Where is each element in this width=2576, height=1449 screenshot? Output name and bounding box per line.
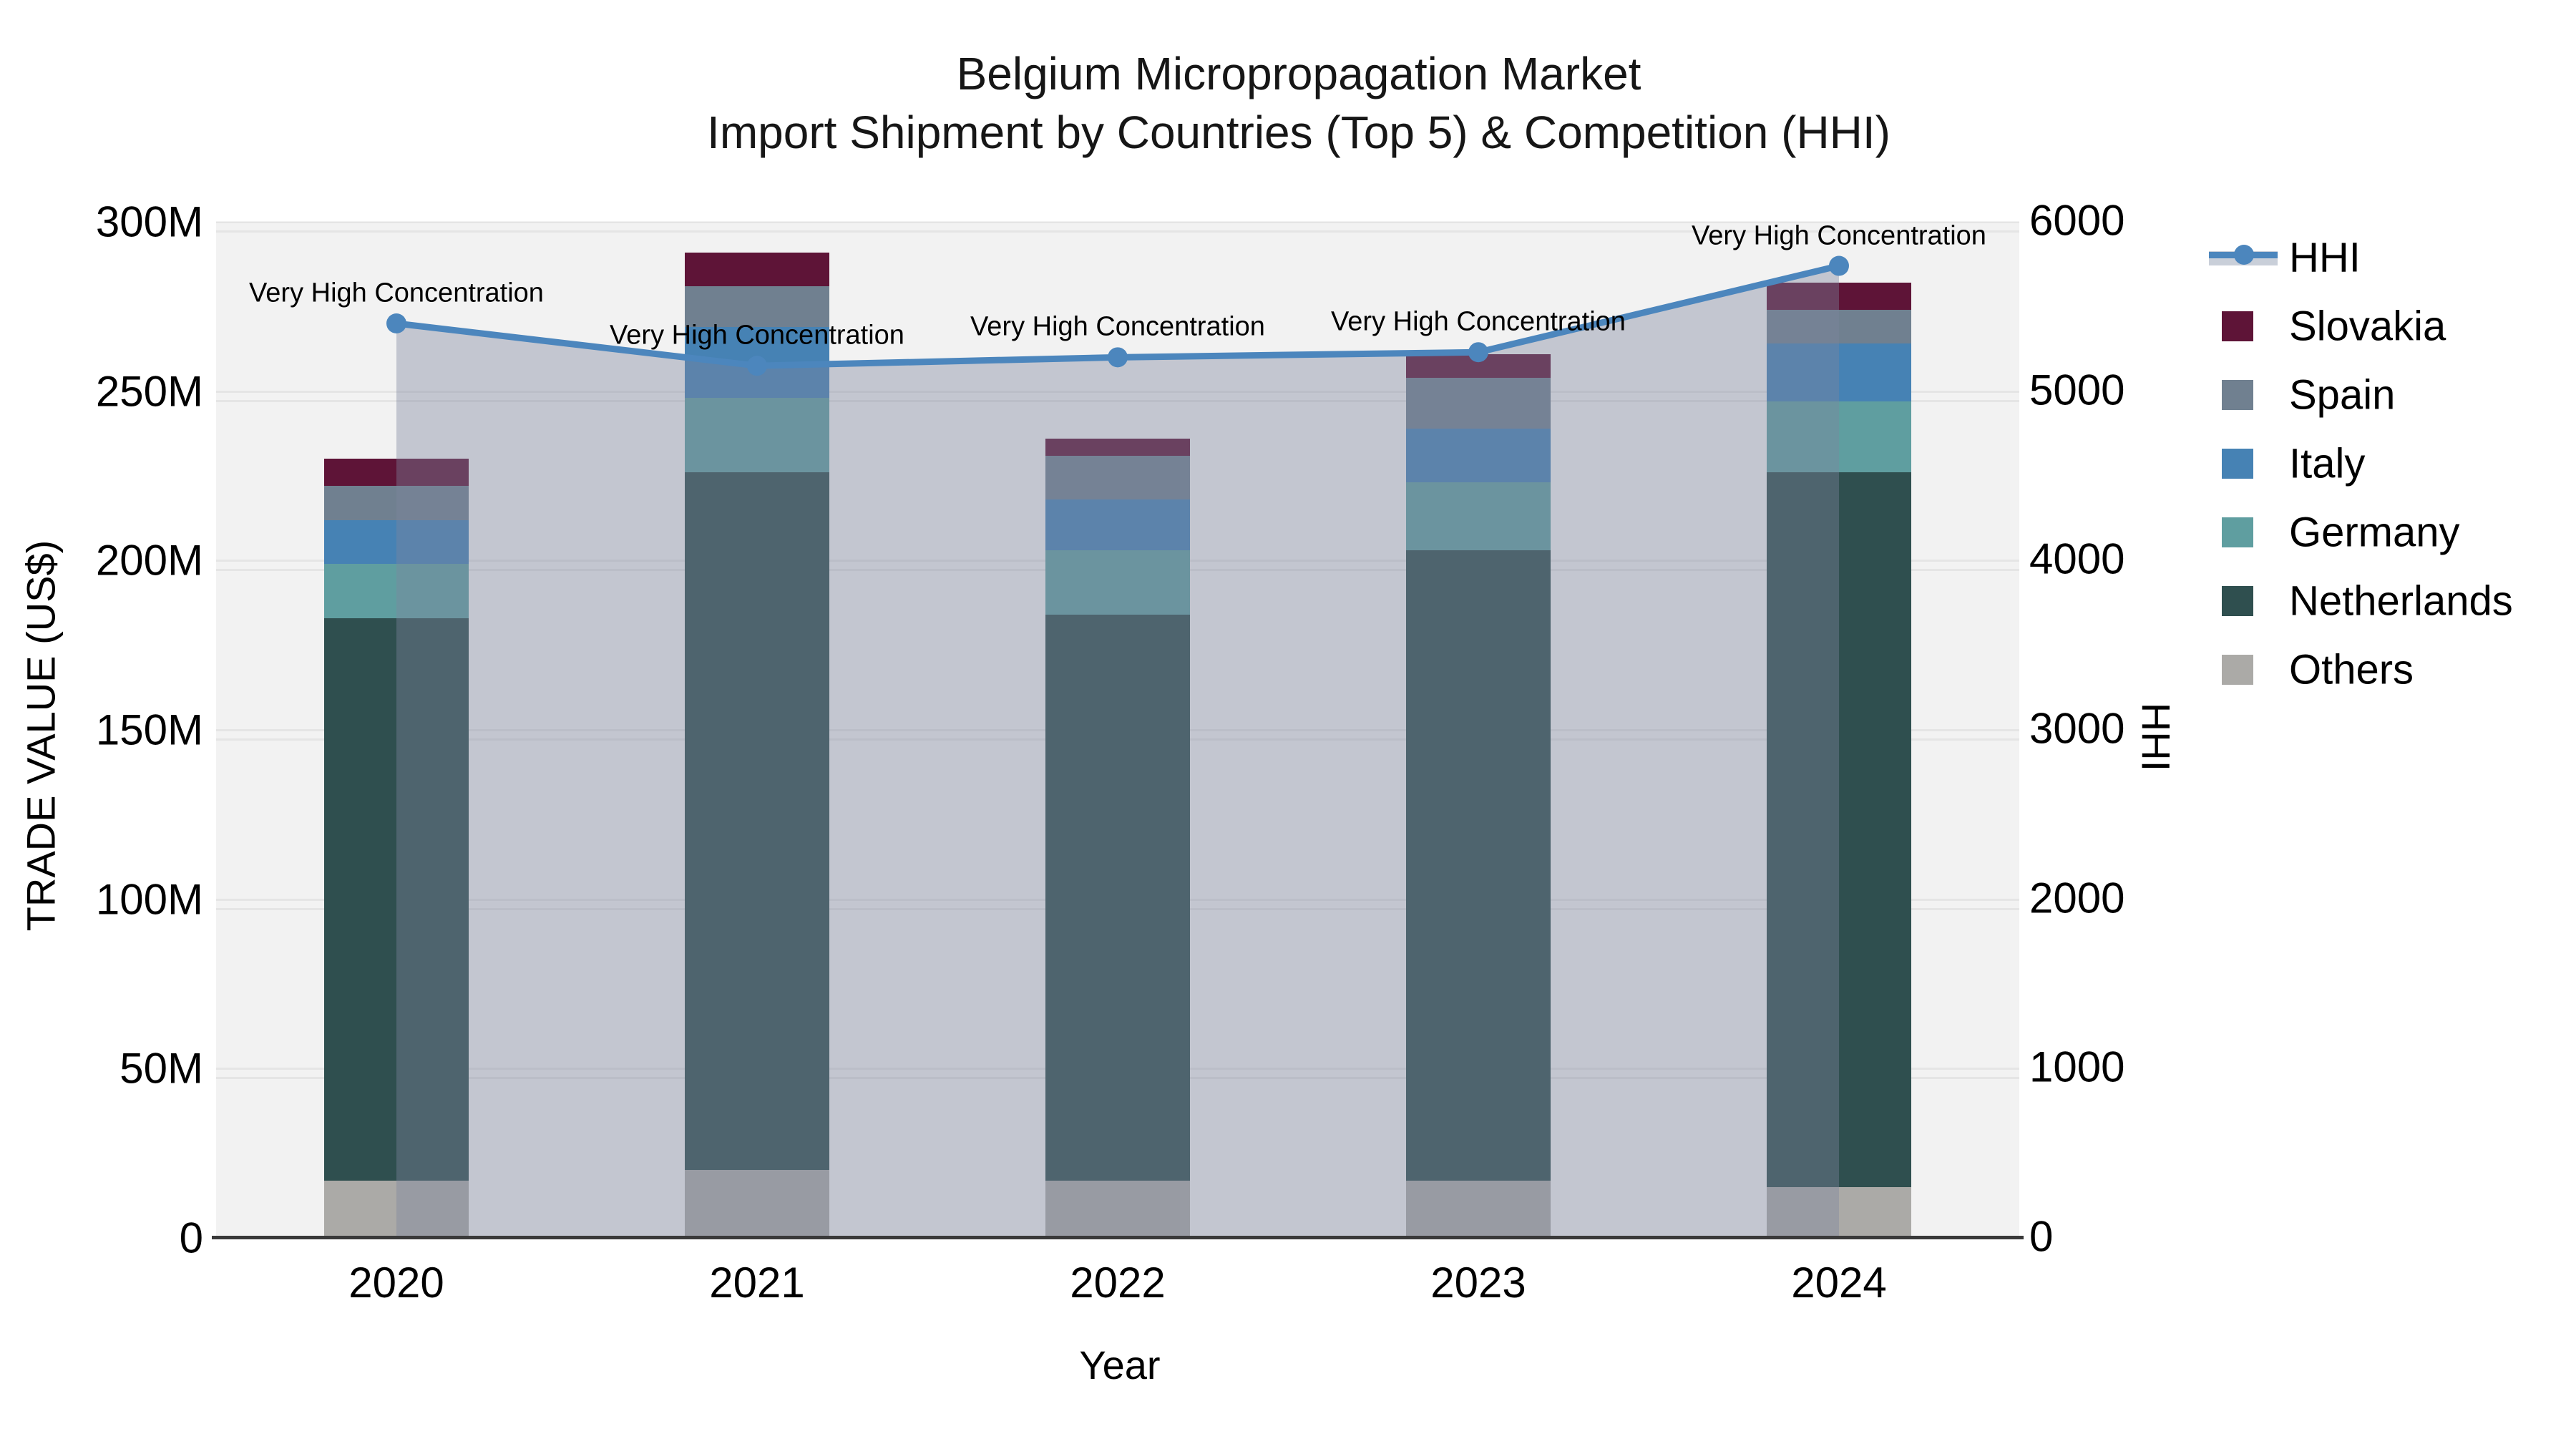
x-tick-2024: 2024 xyxy=(1791,1259,1887,1307)
bar-segment-netherlands-2020 xyxy=(324,618,469,1181)
plot-area: Very High Concentration Very High Concent… xyxy=(212,220,2024,1239)
legend-label-netherlands: Netherlands xyxy=(2289,577,2513,625)
legend-label-hhi: HHI xyxy=(2289,234,2361,281)
legend-label-slovakia: Slovakia xyxy=(2289,303,2446,350)
x-tick-2023: 2023 xyxy=(1430,1259,1526,1307)
y-left-tick-200M: 200M xyxy=(95,536,203,585)
hhi-marker-2020 xyxy=(386,313,406,333)
bar-segment-slovakia-2020 xyxy=(324,459,469,487)
x-tick-2022: 2022 xyxy=(1070,1259,1166,1307)
legend-swatch-netherlands xyxy=(2222,586,2253,616)
y-left-tick-150M: 150M xyxy=(95,706,203,754)
bar-segment-others-2023 xyxy=(1406,1180,1551,1238)
y-right-tick-5000: 5000 xyxy=(2029,366,2125,414)
bar-segment-italy-2020 xyxy=(324,519,469,565)
hhi-marker-dot xyxy=(2234,245,2254,265)
bar-segment-germany-2024 xyxy=(1767,401,1911,473)
bar-segment-spain-2023 xyxy=(1406,377,1551,429)
legend-swatch-italy xyxy=(2222,449,2253,479)
hhi-marker-2023 xyxy=(1468,342,1488,363)
legend-item-slovakia: Slovakia xyxy=(2209,303,2576,350)
y-right-tick-3000: 3000 xyxy=(2029,704,2125,753)
bar-segment-others-2022 xyxy=(1045,1180,1190,1238)
bar-segment-spain-2020 xyxy=(324,486,469,520)
y-right-tick-6000: 6000 xyxy=(2029,196,2125,245)
y-axis-right-title: HHI xyxy=(2133,702,2179,772)
bar-segment-others-2020 xyxy=(324,1180,469,1238)
hhi-line-swatch-icon xyxy=(2209,242,2278,273)
bar-segment-italy-2023 xyxy=(1406,428,1551,483)
chart-title-line2: Import Shipment by Countries (Top 5) & C… xyxy=(707,107,1890,158)
bar-segment-germany-2022 xyxy=(1045,550,1190,615)
bar-segment-slovakia-2022 xyxy=(1045,438,1190,456)
y-right-tick-2000: 2000 xyxy=(2029,874,2125,922)
gridline xyxy=(216,399,2019,402)
legend-item-spain: Spain xyxy=(2209,371,2576,419)
y-left-tick-300M: 300M xyxy=(95,197,203,246)
bar-segment-slovakia-2024 xyxy=(1767,283,1911,311)
legend-item-hhi: HHI xyxy=(2209,234,2576,281)
annotation-2023: Very High Concentration xyxy=(1331,306,1626,337)
y-axis-left-title: TRADE VALUE (US$) xyxy=(18,540,64,932)
x-axis-title: Year xyxy=(1079,1342,1161,1387)
bar-segment-others-2021 xyxy=(685,1170,829,1238)
legend-label-germany: Germany xyxy=(2289,509,2460,556)
hhi-marker-2024 xyxy=(1829,255,1849,276)
chart-title: Belgium Micropropagation Market Import S… xyxy=(0,44,2576,162)
legend-swatch-others xyxy=(2222,655,2253,685)
bar-segment-italy-2022 xyxy=(1045,499,1190,551)
x-axis-line xyxy=(212,1236,2024,1239)
bar-segment-netherlands-2021 xyxy=(685,472,829,1171)
hhi-marker-2022 xyxy=(1108,347,1128,368)
annotation-2020: Very High Concentration xyxy=(249,278,544,308)
gridline xyxy=(216,230,2019,233)
legend-swatch-spain xyxy=(2222,380,2253,410)
bar-segment-spain-2022 xyxy=(1045,455,1190,500)
x-tick-2020: 2020 xyxy=(348,1259,444,1307)
chart-title-line1: Belgium Micropropagation Market xyxy=(956,48,1641,99)
gridline xyxy=(216,221,2019,223)
bar-segment-slovakia-2021 xyxy=(685,252,829,286)
legend-label-italy: Italy xyxy=(2289,440,2366,487)
bar-segment-netherlands-2022 xyxy=(1045,615,1190,1181)
legend-item-others: Others xyxy=(2209,646,2576,693)
legend-swatch-germany xyxy=(2222,517,2253,547)
annotation-2022: Very High Concentration xyxy=(970,311,1265,342)
bar-segment-germany-2021 xyxy=(685,398,829,473)
x-tick-2021: 2021 xyxy=(709,1259,805,1307)
bar-segment-germany-2023 xyxy=(1406,482,1551,551)
legend-label-others: Others xyxy=(2289,646,2414,693)
hhi-area-fill xyxy=(396,265,1839,1238)
bar-segment-germany-2020 xyxy=(324,564,469,618)
bar-segment-italy-2024 xyxy=(1767,343,1911,401)
bar-segment-netherlands-2023 xyxy=(1406,550,1551,1181)
y-right-tick-1000: 1000 xyxy=(2029,1043,2125,1091)
legend-swatch-slovakia xyxy=(2222,311,2253,341)
legend-item-netherlands: Netherlands xyxy=(2209,577,2576,625)
bar-segment-spain-2024 xyxy=(1767,310,1911,344)
y-left-tick-50M: 50M xyxy=(119,1044,203,1093)
gridline xyxy=(216,390,2019,393)
hhi-marker-2021 xyxy=(747,356,767,376)
legend-item-italy: Italy xyxy=(2209,440,2576,487)
bar-segment-others-2024 xyxy=(1767,1187,1911,1238)
legend-item-germany: Germany xyxy=(2209,509,2576,556)
bar-segment-spain-2021 xyxy=(685,286,829,327)
y-right-tick-4000: 4000 xyxy=(2029,535,2125,583)
y-left-tick-100M: 100M xyxy=(95,875,203,924)
bar-segment-netherlands-2024 xyxy=(1767,472,1911,1187)
legend-label-spain: Spain xyxy=(2289,371,2396,419)
y-left-tick-0: 0 xyxy=(179,1214,203,1262)
hhi-line-and-area xyxy=(386,255,1849,1238)
annotation-2024: Very High Concentration xyxy=(1692,220,1986,251)
y-right-tick-0: 0 xyxy=(2029,1212,2054,1261)
annotation-2021: Very High Concentration xyxy=(610,320,904,351)
y-left-tick-250M: 250M xyxy=(95,367,203,416)
